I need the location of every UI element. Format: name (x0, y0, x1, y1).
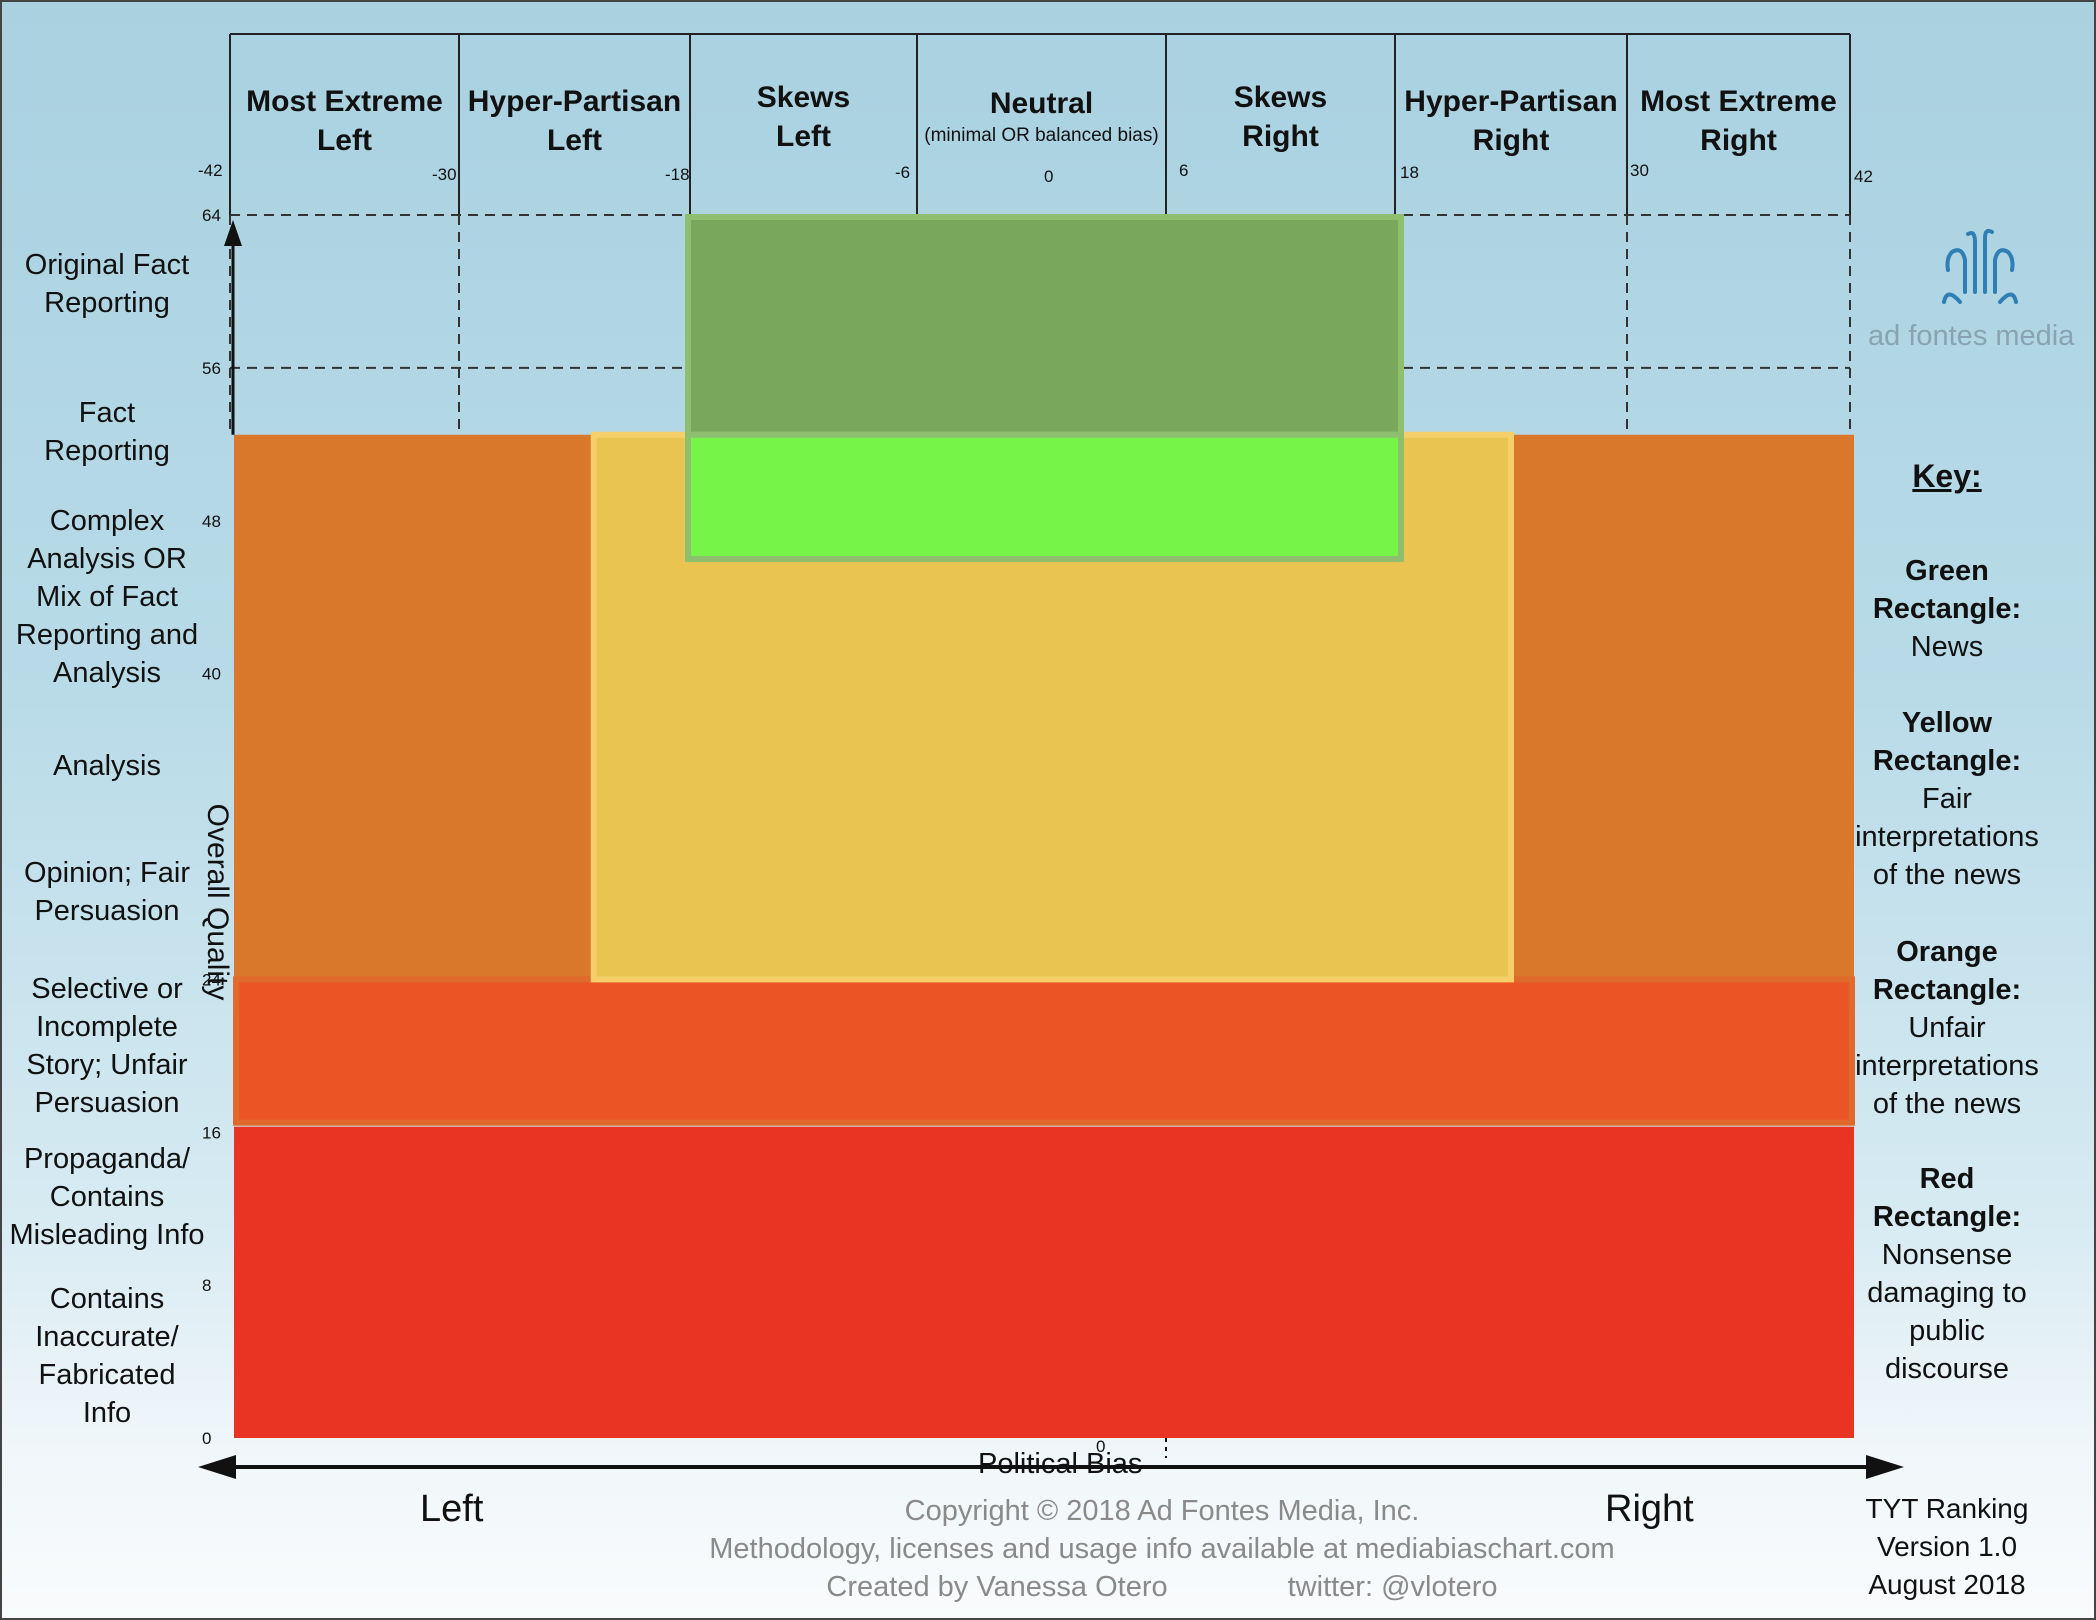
key-title: Key: (1912, 458, 1982, 494)
y-tick-label: 56 (202, 359, 221, 378)
key-entry-name: Yellow Rectangle: (1872, 707, 2022, 777)
y-tick-label: 64 (202, 206, 221, 225)
x-axis-title: Political Bias (978, 1448, 1143, 1480)
footer-copyright: Copyright © 2018 Ad Fontes Media, Inc. M… (562, 1492, 1762, 1606)
quality-row-label: Fact Reporting (44, 397, 170, 467)
quality-row-label: Selective or Incomplete Story; Unfair Pe… (26, 973, 188, 1119)
key-entry: Red Rectangle: Nonsense damaging to publi… (1847, 1160, 2047, 1388)
key-entry: Green Rectangle: News (1847, 552, 2047, 666)
y-tick-label: 24 (202, 970, 221, 989)
y-axis-arrowhead (224, 220, 242, 246)
x-axis-zero-label: 0 (1096, 1437, 1105, 1456)
key-entry-name: Orange Rectangle: (1872, 936, 2022, 1006)
quality-row-label: Complex Analysis OR Mix of Fact Reportin… (15, 505, 199, 689)
y-tick-label: 48 (202, 512, 221, 531)
bias-header-4: Skews Right (1166, 78, 1395, 156)
y-tick-label: 16 (202, 1123, 221, 1142)
key-entry-description: Fair interpretations of the news (1855, 783, 2039, 891)
x-tick-label: 18 (1400, 163, 1419, 182)
red-rectangle (234, 1126, 1854, 1438)
bias-header-label: Hyper-Partisan Right (1404, 85, 1618, 157)
key-entry: Orange Rectangle: Unfair interpretations … (1847, 933, 2047, 1123)
bias-header-label: Most Extreme Left (246, 85, 443, 157)
quality-row-label: Contains Inaccurate/ Fabricated Info (35, 1283, 179, 1429)
credits-line: Created by Vanessa Otero twitter: @vloter… (562, 1568, 1762, 1606)
bias-header-5: Hyper-Partisan Right (1395, 82, 1627, 160)
x-axis-arrowhead-right (1866, 1455, 1904, 1479)
key-entry-description: News (1910, 631, 1984, 663)
bias-header-3: Neutral (minimal OR balanced bias) (917, 84, 1166, 147)
version-info: TYT Ranking Version 1.0 August 2018 (1865, 1493, 2029, 1600)
x-end-label-left: Left (420, 1488, 484, 1530)
x-tick-label: 30 (1630, 161, 1649, 180)
bias-header-0: Most Extreme Left (230, 82, 459, 160)
bias-header-sublabel: (minimal OR balanced bias) (924, 125, 1159, 146)
x-tick-label: -6 (895, 163, 910, 182)
key-entry-name: Red Rectangle: (1872, 1163, 2022, 1233)
x-tick-label: 0 (1044, 167, 1053, 186)
quality-row-label: Opinion; Fair Persuasion (23, 857, 190, 927)
key-entry-description: Unfair interpretations of the news (1855, 1012, 2039, 1120)
bias-header-label: Neutral (989, 87, 1094, 120)
green-rectangle-upper (685, 214, 1404, 438)
fountain-icon (1942, 228, 2018, 304)
x-tick-label: 6 (1179, 161, 1188, 180)
red-orange-band (233, 976, 1855, 1126)
bias-header-6: Most Extreme Right (1627, 82, 1850, 160)
copyright-line: Copyright © 2018 Ad Fontes Media, Inc. (904, 1495, 1420, 1527)
y-tick-label: 0 (202, 1429, 211, 1448)
quality-row-label: Original Fact Reporting (24, 249, 190, 319)
bias-header-label: Skews Left (756, 81, 851, 153)
bias-header-label: Skews Right (1233, 81, 1328, 153)
y-tick-label: 8 (202, 1276, 211, 1295)
key-entry-description: Nonsense damaging to public discourse (1867, 1239, 2027, 1385)
key-entry: Yellow Rectangle: Fair interpretations of… (1847, 704, 2047, 894)
quality-row-label: Propaganda/ Contains Misleading Info (9, 1143, 205, 1251)
x-tick-label: 42 (1854, 167, 1873, 186)
logo-text: ad fontes media (1868, 320, 2075, 352)
key-entry-name: Green Rectangle: (1872, 555, 2022, 625)
methodology-line: Methodology, licenses and usage info ava… (709, 1533, 1615, 1565)
bias-header-label: Hyper-Partisan Left (467, 85, 682, 157)
x-tick-label: -42 (198, 161, 223, 180)
bias-header-label: Most Extreme Right (1640, 85, 1837, 157)
x-axis-arrowhead-left (198, 1455, 236, 1479)
bias-header-2: Skews Left (690, 78, 917, 156)
green-rectangle-lower (685, 431, 1404, 562)
y-tick-label: 40 (202, 665, 221, 684)
twitter-handle: twitter: @vlotero (1287, 1571, 1498, 1603)
x-tick-label: -18 (665, 165, 690, 184)
bias-header-1: Hyper-Partisan Left (459, 82, 690, 160)
quality-row-label: Analysis (53, 750, 161, 782)
x-end-label-right: Right (1605, 1488, 1694, 1530)
created-by: Created by Vanessa Otero (826, 1571, 1168, 1603)
x-tick-label: -30 (432, 165, 457, 184)
